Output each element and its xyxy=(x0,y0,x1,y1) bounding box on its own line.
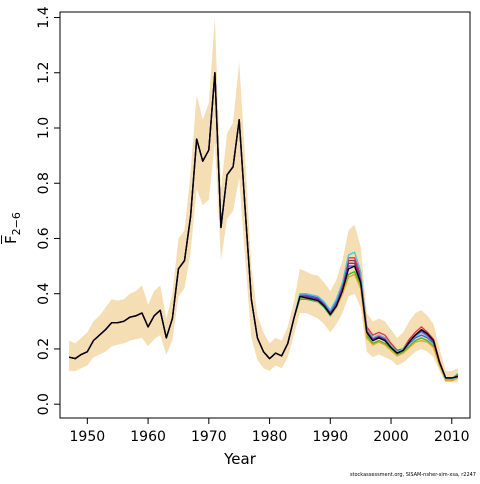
y-axis: 0.0 0.2 0.4 0.6 0.8 1.0 1.2 1.4 xyxy=(36,6,60,415)
y-tick-label: 1.4 xyxy=(36,6,52,28)
x-tick-label: 1980 xyxy=(252,429,288,445)
confidence-band-layer xyxy=(69,17,458,383)
x-tick-label: 1950 xyxy=(70,429,106,445)
confidence-band xyxy=(69,17,458,383)
x-tick-label: 1970 xyxy=(191,429,227,445)
y-tick-label: 0.2 xyxy=(36,338,52,360)
y-tick-label: 0.8 xyxy=(36,172,52,194)
x-axis: 1950 1960 1970 1980 1990 2000 2010 xyxy=(70,418,470,445)
series-line-8 xyxy=(68,72,459,379)
credit-text: stockassessment.org, SISAM-nsher-sim-xsa… xyxy=(349,472,476,478)
x-tick-label: 1960 xyxy=(130,429,166,445)
y-tick-label: 1.0 xyxy=(36,117,52,139)
y-tick-label: 0.6 xyxy=(36,227,52,249)
x-tick-label: 2000 xyxy=(373,429,409,445)
y-axis-label-subscript: 2−6 xyxy=(10,212,23,236)
y-axis-label: F2−6 xyxy=(2,210,36,244)
y-axis-label-main: F xyxy=(2,235,20,244)
plot-frame xyxy=(59,11,471,419)
x-tick-label: 2010 xyxy=(434,429,470,445)
y-tick-label: 0.4 xyxy=(36,282,52,304)
x-tick-label: 1990 xyxy=(312,429,348,445)
x-axis-label: Year xyxy=(224,450,256,468)
y-tick-label: 0.0 xyxy=(36,393,52,415)
y-tick-label: 1.2 xyxy=(36,62,52,84)
series-layer xyxy=(68,72,459,382)
